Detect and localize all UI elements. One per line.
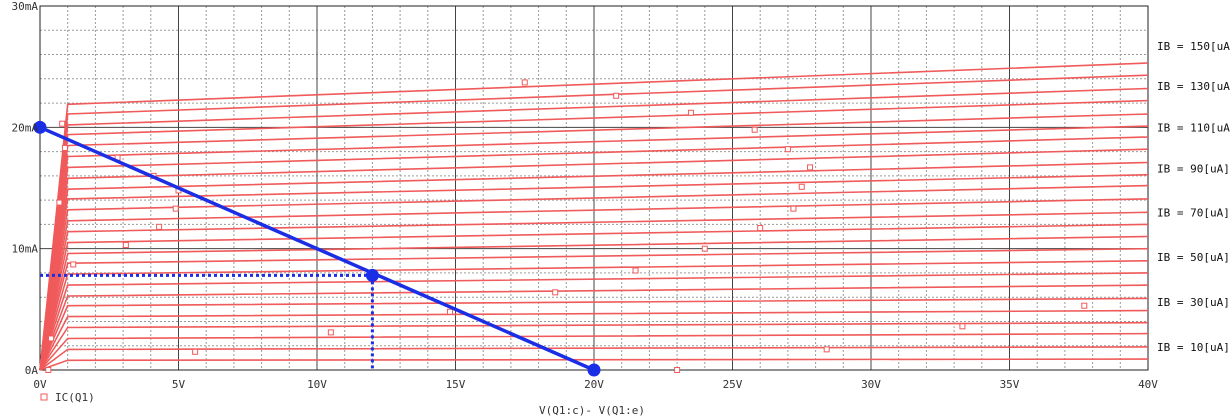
legend-label: IC(Q1) <box>55 391 95 404</box>
curve-marker <box>56 199 63 206</box>
curve-markers <box>45 79 1088 373</box>
ib-label: IB = 90[uA] <box>1157 163 1230 176</box>
ib-label: IB = 110[uA] <box>1157 121 1231 134</box>
ic-curve <box>39 309 1149 371</box>
ib-label: IB = 70[uA] <box>1157 206 1230 219</box>
ic-curves <box>39 62 1149 371</box>
x-tick-label: 40V <box>1138 378 1158 391</box>
x-tick-labels: 0V 5V 10V 15V 20V 25V 30V 35V 40V <box>33 378 1158 391</box>
x-tick-label: 15V <box>446 378 466 391</box>
curve-marker <box>674 367 681 373</box>
curve-marker <box>446 308 453 315</box>
curve-marker <box>61 144 68 151</box>
curve-marker <box>48 335 55 342</box>
curve-marker <box>807 164 814 171</box>
curve-marker <box>632 267 639 274</box>
curve-marker <box>687 109 694 116</box>
ib-label: IB = 50[uA] <box>1157 251 1230 264</box>
curve-marker <box>613 92 620 99</box>
curve-marker <box>790 205 797 212</box>
curve-marker <box>751 126 758 133</box>
ic-curve <box>39 284 1149 371</box>
curve-marker <box>156 223 163 230</box>
ib-label: IB = 150[uA] <box>1157 40 1231 53</box>
curve-marker <box>122 242 129 249</box>
ib-label: IB = 10[uA] <box>1157 341 1230 354</box>
y-tick-labels: 0A 10mA 20mA 30mA <box>12 0 39 377</box>
ib-labels: IB = 10[uA] IB = 30[uA] IB = 50[uA] IB = 70… <box>1157 40 1231 354</box>
curve-marker <box>59 120 66 127</box>
y-tick-label: 20mA <box>12 121 39 134</box>
y-tick-label: 10mA <box>12 243 39 256</box>
legend-marker-icon <box>40 393 48 401</box>
legend: IC(Q1) <box>40 391 95 404</box>
x-tick-label: 10V <box>307 378 327 391</box>
curve-marker <box>192 348 199 355</box>
ic-curve <box>39 321 1149 371</box>
load-line-group <box>33 120 601 377</box>
q-point <box>365 268 379 282</box>
curve-marker <box>552 289 559 296</box>
x-tick-label: 5V <box>172 378 186 391</box>
ic-curve <box>39 346 1149 371</box>
load-line-end-point <box>587 363 601 377</box>
load-line <box>39 125 595 372</box>
x-tick-label: 0V <box>33 378 47 391</box>
curve-marker <box>70 261 77 268</box>
curve-marker <box>823 346 830 353</box>
ib-label: IB = 30[uA] <box>1157 296 1230 309</box>
y-tick-label: 0A <box>25 364 39 377</box>
x-tick-label: 30V <box>861 378 881 391</box>
x-tick-label: 25V <box>723 378 743 391</box>
curve-marker <box>798 183 805 190</box>
curve-marker <box>784 146 791 153</box>
load-line-start-point <box>33 120 47 134</box>
ic-curve <box>39 297 1149 371</box>
x-tick-label: 20V <box>584 378 604 391</box>
ic-curve <box>39 62 1149 371</box>
curve-marker <box>757 225 764 232</box>
ic-curve <box>39 272 1149 371</box>
curve-marker <box>327 329 334 336</box>
ic-curve <box>39 358 1149 371</box>
ib-label: IB = 130[uA] <box>1157 80 1231 93</box>
curve-marker <box>521 79 528 86</box>
ic-curve <box>39 332 1149 371</box>
curve-marker <box>1081 302 1088 309</box>
curve-marker <box>45 367 52 373</box>
y-tick-label: 30mA <box>12 0 39 13</box>
curve-marker <box>701 245 708 252</box>
x-tick-label: 35V <box>1000 378 1020 391</box>
x-axis-label: V(Q1:c)- V(Q1:e) <box>539 404 645 417</box>
curve-marker <box>172 205 179 212</box>
curve-marker <box>959 323 966 330</box>
